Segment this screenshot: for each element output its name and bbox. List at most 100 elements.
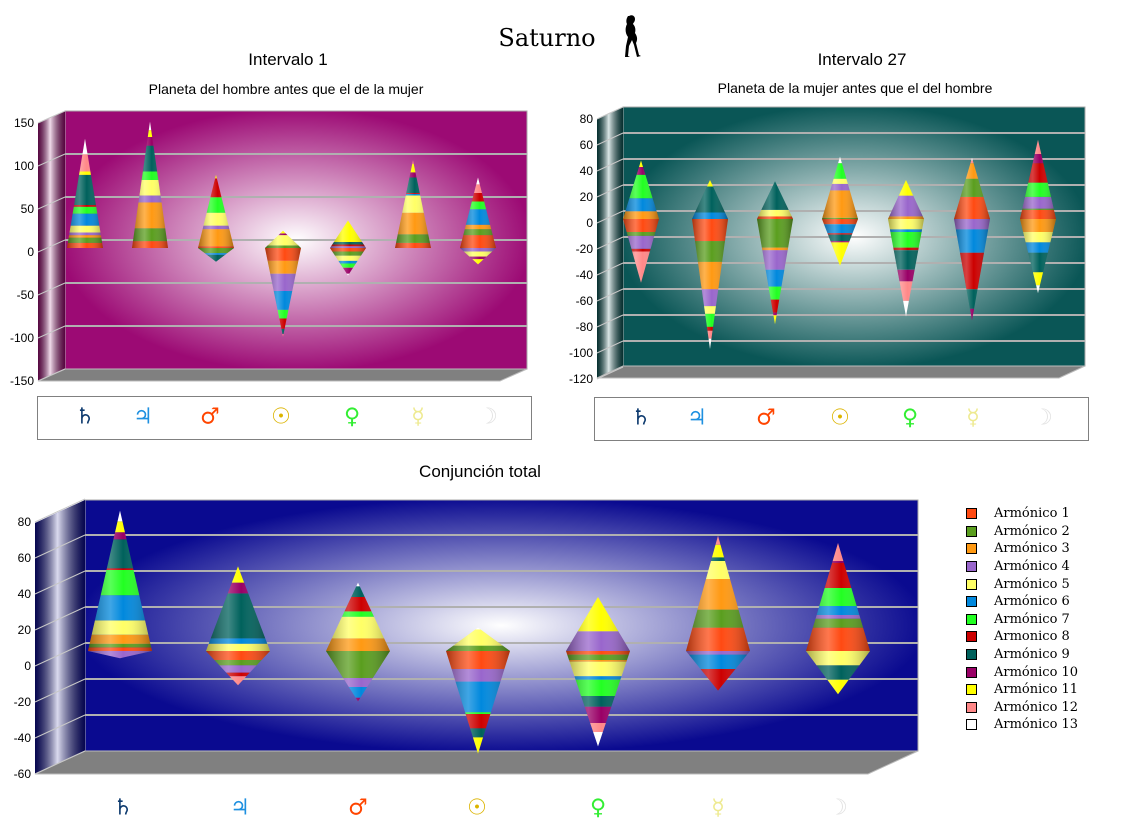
- y-tick-label: 20: [579, 190, 593, 204]
- back-wall: [84, 499, 919, 752]
- y-tick-label: 20: [17, 623, 31, 637]
- planet-symbol-mercurio: ☿: [966, 405, 980, 431]
- cone-venus: [330, 220, 366, 276]
- side-gridline: [37, 110, 66, 124]
- side-gridline: [596, 366, 624, 380]
- planet-symbol-sol: ☉: [830, 405, 850, 431]
- y-tick-label: -20: [575, 242, 593, 256]
- side-gridline: [37, 196, 66, 210]
- planet-symbol-mercurio: ☿: [411, 404, 425, 430]
- chart-1: [37, 110, 528, 382]
- legend-swatch: [966, 578, 977, 590]
- cone-marte: [757, 181, 793, 325]
- legend-swatch: [966, 561, 977, 573]
- legend-item: Armónico 4: [966, 558, 1078, 576]
- legend-swatch: [966, 719, 977, 731]
- y-tick-label: -150: [9, 374, 34, 388]
- y-tick-label: -40: [575, 268, 593, 282]
- planet-symbol-marte: ♂: [756, 405, 776, 431]
- legend-item: Armónico 13: [966, 716, 1078, 734]
- side-gridline: [596, 132, 624, 146]
- cone-shading: [822, 156, 858, 266]
- chart2-planet-legend: [594, 397, 1089, 441]
- legend-label: Armónico 6: [994, 594, 1070, 610]
- planet-symbol-júpiter: ♃: [230, 795, 250, 821]
- cone-luna: [1020, 139, 1056, 294]
- chart2-title: Intervalo 27: [817, 50, 907, 69]
- side-gridline: [37, 239, 66, 253]
- legend-item: Armónico 5: [966, 575, 1078, 593]
- cone-shading: [623, 160, 659, 283]
- planet-symbol-júpiter: ♃: [687, 405, 707, 431]
- legend-swatch: [966, 649, 977, 661]
- chart-2: [596, 106, 1086, 380]
- side-gridline: [34, 570, 86, 595]
- legend-item: Armónico 12: [966, 699, 1078, 717]
- y-tick-label: 0: [24, 659, 31, 673]
- planet-symbol-marte: ♂: [348, 795, 368, 821]
- planet-symbol-marte: ♂: [200, 404, 220, 430]
- legend-label: Armónico 2: [994, 523, 1070, 539]
- y-tick-label: 100: [13, 159, 34, 173]
- cone-shading: [198, 174, 234, 262]
- side-gridline: [596, 262, 624, 276]
- legend-item: Armónico 9: [966, 646, 1078, 664]
- cone-shading: [757, 181, 793, 325]
- legend-label: Armónico 1: [994, 506, 1070, 522]
- planet-symbol-saturno: ♄: [75, 404, 95, 430]
- cone-shading: [566, 597, 630, 747]
- cone-shading: [888, 180, 924, 317]
- legend-label: Armónico 9: [994, 647, 1070, 663]
- planet-symbol-venus: ♀: [343, 404, 361, 430]
- planet-symbol-luna: ☽: [1033, 405, 1053, 431]
- legend-label: Armónico 5: [994, 576, 1070, 592]
- chart1-title: Intervalo 1: [248, 50, 328, 69]
- legend-swatch: [966, 596, 977, 608]
- side-gridline: [34, 498, 86, 523]
- planet-symbol-luna: ☽: [828, 795, 848, 821]
- legend-label: Armónico 4: [994, 559, 1070, 575]
- cone-júpiter: [132, 121, 168, 248]
- planet-symbol-mercurio: ☿: [711, 795, 725, 821]
- legend-label: Armónico 13: [994, 717, 1079, 733]
- y-tick-label: -120: [568, 372, 593, 386]
- cone-marte: [326, 582, 390, 702]
- y-tick-label: -100: [568, 346, 593, 360]
- side-gridline: [34, 678, 86, 703]
- y-tick-label: -40: [13, 731, 31, 745]
- cone-venus: [566, 597, 630, 747]
- side-gridline: [34, 750, 86, 775]
- y-tick-label: 80: [17, 515, 31, 529]
- side-gridline: [34, 714, 86, 739]
- y-tick-label: 80: [579, 112, 593, 126]
- legend-label: Armónico 11: [994, 682, 1079, 698]
- cone-shading: [326, 582, 390, 702]
- y-tick-label: 60: [17, 551, 31, 565]
- side-gridline: [34, 606, 86, 631]
- cone-shading: [446, 627, 510, 754]
- cone-shading: [806, 543, 870, 695]
- cone-marte: [198, 174, 234, 262]
- side-gridline: [37, 282, 66, 296]
- chart-3: [34, 498, 919, 775]
- planet-symbol-saturno: ♄: [631, 405, 651, 431]
- legend-item: Armonico 8: [966, 628, 1078, 646]
- page-title: Saturno: [498, 24, 596, 52]
- side-gridline: [596, 184, 624, 198]
- cone-mercurio: [954, 157, 990, 321]
- legend-label: Armónico 3: [994, 541, 1070, 557]
- legend-swatch: [966, 508, 977, 520]
- cone-saturno: [67, 138, 103, 248]
- cone-shading: [206, 566, 270, 686]
- legend-swatch: [966, 525, 977, 537]
- cone-shading: [686, 535, 750, 691]
- legend-swatch: [966, 613, 977, 625]
- cone-shading: [692, 180, 728, 349]
- y-tick-label: -60: [13, 767, 31, 781]
- chart1-subtitle: Planeta del hombre antes que el de la mu…: [148, 81, 424, 97]
- cone-saturno: [88, 510, 152, 659]
- legend-item: Armónico 10: [966, 663, 1078, 681]
- cone-sol: [822, 156, 858, 266]
- legend-swatch: [966, 543, 977, 555]
